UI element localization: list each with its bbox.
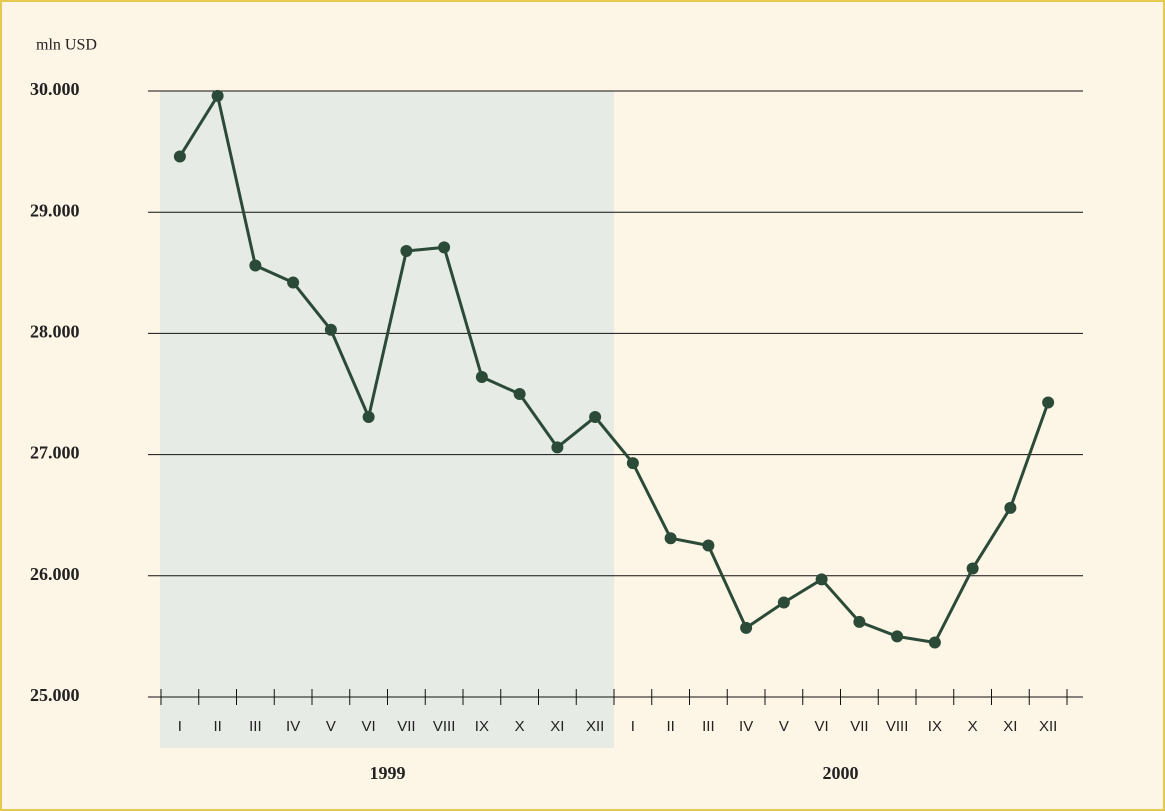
data-point bbox=[400, 244, 413, 257]
x-tick-label: II bbox=[213, 718, 221, 735]
x-tick-label: VIII bbox=[886, 718, 909, 735]
x-tick-label: VII bbox=[850, 718, 868, 735]
x-tick-label: XI bbox=[550, 718, 564, 735]
x-tick-label: IX bbox=[475, 718, 489, 735]
data-point bbox=[438, 241, 451, 254]
data-point bbox=[777, 596, 790, 609]
y-tick-label: 30.000 bbox=[30, 79, 80, 99]
data-point bbox=[249, 259, 262, 272]
x-tick-label: I bbox=[631, 718, 635, 735]
x-tick-label: X bbox=[968, 718, 978, 735]
x-tick-label: III bbox=[702, 718, 715, 735]
data-point bbox=[513, 388, 526, 400]
x-tick-label: II bbox=[666, 718, 674, 735]
data-point bbox=[362, 411, 375, 424]
y-tick-label: 27.000 bbox=[30, 443, 80, 463]
data-point bbox=[928, 636, 941, 649]
data-point bbox=[287, 276, 300, 289]
line-series bbox=[178, 91, 1050, 645]
highlight-band bbox=[160, 91, 614, 748]
x-tick-label: III bbox=[249, 718, 262, 735]
y-tick-label: 28.000 bbox=[30, 322, 80, 342]
x-tick-label: XI bbox=[1003, 718, 1017, 735]
x-tick-label: XII bbox=[586, 718, 604, 735]
x-tick-label: VI bbox=[362, 718, 376, 735]
x-tick-label: VII bbox=[397, 718, 415, 735]
data-point bbox=[891, 630, 904, 643]
x-tick-label: XII bbox=[1039, 718, 1057, 735]
data-point bbox=[966, 562, 979, 575]
x-tick-label: V bbox=[326, 718, 336, 735]
x-tick-label: IV bbox=[286, 718, 300, 735]
data-point bbox=[1004, 501, 1017, 514]
group-label: 2000 bbox=[823, 763, 859, 783]
x-tick-label: VI bbox=[815, 718, 829, 735]
data-point bbox=[173, 150, 186, 163]
data-point bbox=[702, 539, 715, 552]
data-point bbox=[664, 532, 677, 545]
data-point bbox=[815, 573, 828, 586]
x-tick-label: X bbox=[515, 718, 525, 735]
data-point bbox=[551, 441, 564, 454]
data-point bbox=[475, 371, 488, 384]
y-axis-label: mln USD bbox=[36, 37, 97, 54]
data-point bbox=[211, 89, 224, 102]
y-tick-label: 29.000 bbox=[30, 200, 80, 220]
y-tick-label: 26.000 bbox=[30, 564, 80, 584]
x-tick-label: IX bbox=[928, 718, 942, 735]
x-tick-label: VIII bbox=[433, 718, 456, 735]
data-point bbox=[853, 615, 866, 628]
group-label: 1999 bbox=[370, 763, 406, 783]
x-tick-label: IV bbox=[739, 718, 753, 735]
x-tick-label: I bbox=[178, 718, 182, 735]
data-point bbox=[589, 411, 602, 424]
x-tick-label: V bbox=[779, 718, 789, 735]
data-point bbox=[626, 457, 639, 470]
y-tick-label: 25.000 bbox=[30, 685, 80, 705]
data-point bbox=[324, 323, 337, 336]
data-point bbox=[740, 621, 753, 634]
data-point bbox=[1042, 396, 1055, 409]
